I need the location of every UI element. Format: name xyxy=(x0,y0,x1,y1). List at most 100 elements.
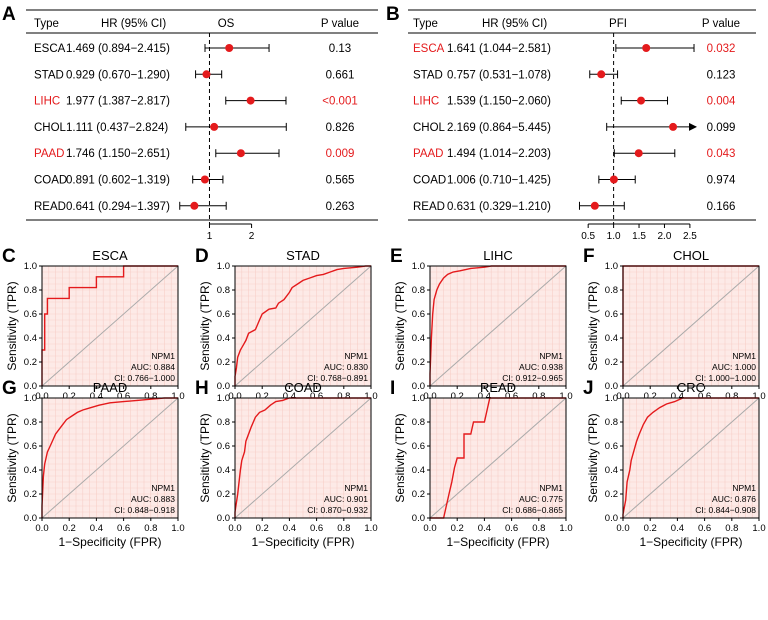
row-type: READ xyxy=(413,201,445,213)
y-tick-label: 0.0 xyxy=(412,513,425,524)
x-tick-label: 0.8 xyxy=(532,391,545,402)
y-tick-label: 1.0 xyxy=(605,261,618,272)
row-p: 0.004 xyxy=(707,96,736,108)
roc-plot-coad: H COAD0.00.00.20.20.40.40.60.60.80.81.01.… xyxy=(195,378,378,549)
x-tick-label: 0.4 xyxy=(671,391,684,402)
gene-label: NPM1 xyxy=(344,351,368,361)
ci-label: CI: 0.844−0.908 xyxy=(695,505,756,515)
forest-plot-A: A Type HR (95% CI) OS P value ESCA 1.469 (0.89… xyxy=(2,4,378,242)
hr-point xyxy=(637,96,646,105)
x-tick-label: 1.0 xyxy=(752,523,765,534)
y-tick-label: 1.0 xyxy=(217,261,230,272)
hr-point xyxy=(202,70,211,79)
y-tick-label: 0.4 xyxy=(217,465,230,476)
diagonal-reference xyxy=(234,265,372,387)
x-tick-label: 2.5 xyxy=(683,231,697,242)
x-tick-label: 0.8 xyxy=(532,523,545,534)
row-hr: 1.006 (0.710−1.425) xyxy=(447,175,551,187)
x-tick-label: 0.6 xyxy=(310,391,323,402)
row-hr: 0.631 (0.329−1.210) xyxy=(447,201,551,213)
x-tick-label: 0.6 xyxy=(310,523,323,534)
y-axis-label: Sensitivity (TPR) xyxy=(586,281,600,370)
gene-label: NPM1 xyxy=(539,351,563,361)
x-tick-label: 0.6 xyxy=(505,523,518,534)
roc-plot-paad: G PAAD0.00.00.20.20.40.40.60.60.80.81.01.… xyxy=(2,378,185,549)
auc-label: AUC: 0.775 xyxy=(519,494,563,504)
row-p: 0.099 xyxy=(707,122,736,134)
auc-label: AUC: 0.876 xyxy=(712,494,756,504)
x-tick-label: 1.0 xyxy=(752,391,765,402)
y-tick-label: 0.2 xyxy=(605,357,618,368)
x-axis-label: 1−Specificity (FPR) xyxy=(58,535,161,549)
x-tick-label: 0.0 xyxy=(616,391,629,402)
roc-plot-lihc: E LIHC 0.00.0 0.2 0.2 0.4 0.4 0.6 0.6 0.8 0.8 1.0 1.… xyxy=(390,246,573,417)
y-tick-label: 0.6 xyxy=(605,441,618,452)
x-tick-label: 1.0 xyxy=(364,523,377,534)
row-hr: 1.469 (0.894−2.415) xyxy=(66,43,170,55)
panel-label: A xyxy=(2,4,16,25)
row-p: <0.001 xyxy=(322,96,358,108)
gene-label: NPM1 xyxy=(732,351,756,361)
y-tick-label: 0.2 xyxy=(24,489,37,500)
diagonal-reference xyxy=(41,265,179,387)
y-tick-label: 0.4 xyxy=(24,333,37,344)
row-type: LIHC xyxy=(34,96,60,108)
panel-label: I xyxy=(390,378,395,399)
row-type: STAD xyxy=(34,69,64,81)
diagonal-reference xyxy=(41,397,179,519)
hr-point xyxy=(609,175,618,184)
x-tick-label: 0.6 xyxy=(117,391,130,402)
x-tick-label: 0.8 xyxy=(144,391,157,402)
header-metric: PFI xyxy=(609,18,627,30)
x-tick-label: 0.4 xyxy=(90,391,103,402)
y-tick-label: 0.6 xyxy=(24,441,37,452)
x-tick-label: 1.0 xyxy=(171,523,184,534)
roc-title: ESCA xyxy=(92,248,128,263)
ci-label: CI: 0.766−1.000 xyxy=(114,373,175,383)
hr-point xyxy=(200,175,209,184)
row-hr: 0.757 (0.531−1.078) xyxy=(447,69,551,81)
x-tick-label: 0.8 xyxy=(337,391,350,402)
y-tick-label: 1.0 xyxy=(605,393,618,404)
y-axis-label: Sensitivity (TPR) xyxy=(393,413,407,502)
x-tick-label: 0.8 xyxy=(144,523,157,534)
auc-label: AUC: 0.938 xyxy=(519,362,563,372)
header-metric: OS xyxy=(218,18,235,30)
y-tick-label: 0.2 xyxy=(24,357,37,368)
x-tick-label: 0.0 xyxy=(35,391,48,402)
x-tick-label: 0.2 xyxy=(256,523,269,534)
row-p: 0.166 xyxy=(707,201,736,213)
header-hr: HR (95% CI) xyxy=(101,18,166,30)
y-tick-label: 0.4 xyxy=(605,465,618,476)
y-tick-label: 0.0 xyxy=(605,513,618,524)
y-tick-label: 1.0 xyxy=(412,393,425,404)
row-p: 0.974 xyxy=(707,175,736,187)
row-p: 0.009 xyxy=(326,148,355,160)
diagonal-reference xyxy=(622,265,760,387)
row-type: COAD xyxy=(34,175,67,187)
row-hr: 1.494 (1.014−2.203) xyxy=(447,148,551,160)
y-tick-label: 0.6 xyxy=(412,441,425,452)
y-tick-label: 0.8 xyxy=(605,285,618,296)
x-tick-label: 1.0 xyxy=(171,391,184,402)
x-tick-label: 0.2 xyxy=(644,391,657,402)
roc-title: READ xyxy=(480,380,516,395)
y-tick-label: 0.8 xyxy=(412,417,425,428)
panel-label: J xyxy=(583,378,594,399)
row-type: PAAD xyxy=(34,148,64,160)
panel-label: E xyxy=(390,246,403,267)
y-tick-label: 0.2 xyxy=(217,357,230,368)
hr-point xyxy=(597,70,606,79)
row-hr: 0.641 (0.294−1.397) xyxy=(66,201,170,213)
x-tick-label: 0.4 xyxy=(478,391,491,402)
header-hr: HR (95% CI) xyxy=(482,18,547,30)
y-axis-label: Sensitivity (TPR) xyxy=(5,281,19,370)
roc-plot-chol: F CHOL 0.00.0 0.2 0.2 0.4 0.4 0.6 0.6 0.8 0.8 1.0 1.… xyxy=(583,246,766,417)
y-tick-label: 0.0 xyxy=(217,513,230,524)
roc-title: LIHC xyxy=(483,248,513,263)
y-tick-label: 0.0 xyxy=(24,513,37,524)
gene-label: NPM1 xyxy=(539,483,563,493)
x-tick-label: 0.6 xyxy=(698,391,711,402)
row-hr: 2.169 (0.864−5.445) xyxy=(447,122,551,134)
row-p: 0.043 xyxy=(707,148,736,160)
